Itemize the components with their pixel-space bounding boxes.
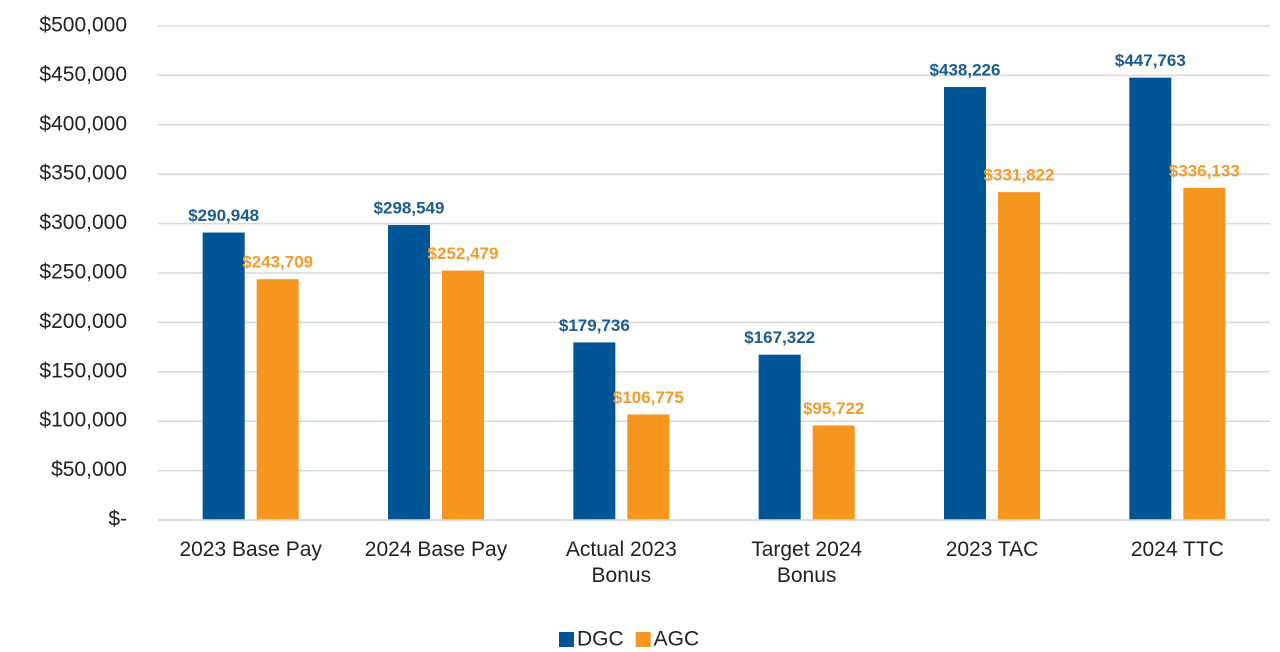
x-tick-label: Actual 2023 Bonus [565, 538, 677, 587]
bar [1129, 77, 1172, 520]
bar [998, 192, 1040, 521]
value-label: $243,709 [242, 253, 313, 272]
y-tick-label: $250,000 [39, 261, 127, 284]
legend-label: DGC [577, 628, 624, 651]
y-tick-label: $200,000 [39, 310, 127, 333]
x-tick-label: 2024 Base Pay [364, 538, 508, 561]
value-label: $167,322 [744, 328, 815, 347]
bar [944, 87, 986, 520]
y-tick-label: $50,000 [51, 458, 127, 481]
y-tick-label: $450,000 [39, 63, 127, 86]
value-label: $438,226 [930, 61, 1001, 80]
bar [442, 270, 484, 520]
y-tick-label: $500,000 [39, 14, 127, 37]
value-label: $447,763 [1115, 51, 1186, 70]
value-label: $290,948 [188, 206, 259, 225]
value-label: $252,479 [428, 244, 499, 263]
x-tick-label: 2023 Base Pay [179, 538, 322, 561]
y-tick-label: $350,000 [39, 162, 127, 185]
value-label: $95,722 [803, 399, 864, 418]
y-tick-label: $400,000 [39, 112, 127, 135]
x-tick-label: 2024 TTC [1130, 538, 1224, 561]
legend-swatch [635, 632, 651, 647]
bar [388, 225, 430, 521]
y-tick-label: $- [108, 508, 127, 531]
legend-swatch [559, 632, 574, 647]
value-label: $179,736 [559, 316, 630, 335]
value-label: $298,549 [374, 199, 445, 218]
x-tick-label: 2023 TAC [945, 538, 1039, 561]
bar [627, 414, 670, 520]
y-tick-label: $100,000 [39, 409, 127, 432]
bar [812, 425, 855, 520]
bar [1183, 187, 1226, 521]
bar [573, 342, 616, 520]
legend-label: AGC [654, 628, 700, 651]
value-label: $331,822 [984, 166, 1055, 185]
x-tick-label: Target 2024 Bonus [751, 538, 863, 587]
y-tick-label: $150,000 [39, 359, 127, 382]
value-label: $106,775 [613, 388, 684, 407]
value-label: $336,133 [1169, 161, 1240, 180]
bar [202, 232, 245, 520]
bar [758, 354, 801, 520]
y-tick-label: $300,000 [39, 211, 127, 234]
bar [256, 279, 299, 520]
